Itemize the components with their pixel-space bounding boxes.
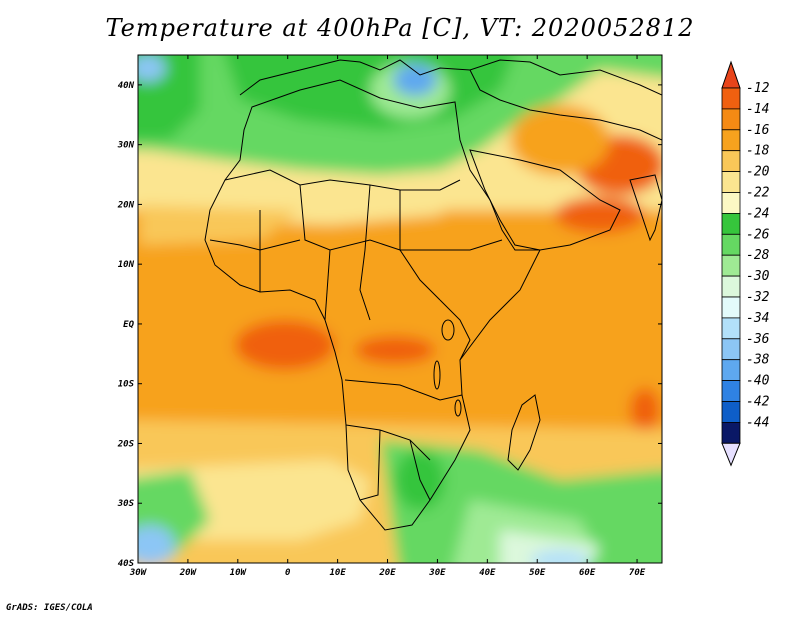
colorbar-cell (721, 254, 741, 277)
colorbar-cell (721, 129, 741, 152)
lon-tick-label: 30E (428, 568, 446, 578)
lon-tick-label: 30W (129, 568, 148, 578)
colorbar-label: -42 (746, 395, 770, 410)
lat-tick-label: EQ (123, 320, 134, 330)
colorbar-label: -20 (746, 165, 770, 180)
lon-tick-label: 0 (285, 568, 291, 578)
lon-tick-label: 20W (179, 568, 198, 578)
colorbar-label: -14 (746, 102, 769, 117)
colorbar-label: -28 (746, 248, 770, 263)
colorbar-label: -34 (746, 311, 769, 326)
colorbar-top-arrow (721, 60, 741, 89)
colorbar: -12 -14 -16 -18 -20 -22 -24 -26 -28 -30 -32 -34 -36 -… (721, 60, 770, 467)
lon-tick-label: 10E (329, 568, 346, 578)
colorbar-label: -24 (746, 206, 769, 221)
lat-tick-label: 20N (117, 200, 135, 210)
lat-tick-label: 40N (118, 81, 135, 91)
lon-tick-label: 70E (629, 568, 646, 578)
lon-tick-label: 60E (579, 568, 596, 578)
credit-text: GrADS: IGES/COLA (6, 603, 93, 613)
colorbar-cell (721, 150, 741, 172)
colorbar-cell (721, 233, 741, 256)
lon-tick-label: 40E (479, 568, 496, 578)
colorbar-cell (721, 338, 741, 361)
colorbar-label: -32 (746, 290, 770, 305)
colorbar-cell (721, 401, 741, 423)
colorbar-label: -16 (746, 123, 770, 138)
colorbar-label: -30 (746, 269, 770, 284)
colorbar-label: -44 (746, 415, 769, 430)
colorbar-label: -22 (746, 186, 770, 201)
colorbar-cell (721, 359, 741, 382)
colorbar-label: -12 (746, 81, 770, 96)
lon-tick-label: 50E (529, 568, 546, 578)
colorbar-label: -36 (746, 332, 770, 347)
colorbar-bottom-arrow (721, 442, 741, 467)
lat-tick-label: 10S (118, 380, 135, 390)
colorbar-label: -40 (746, 374, 770, 389)
colorbar-cell (721, 421, 741, 444)
colorbar-cell (721, 296, 741, 319)
colorbar-cell (721, 380, 741, 402)
colorbar-cell (721, 87, 741, 110)
colorbar-label: -18 (746, 144, 770, 159)
lat-tick-label: 30S (117, 499, 135, 509)
colorbar-cell (721, 108, 741, 131)
longitude-ticks: 30W 20W 10W 0 10E 20E 30E 40E 50E 60E 70E (129, 55, 646, 578)
colorbar-cell (721, 171, 741, 193)
colorbar-cell (721, 317, 741, 340)
lat-tick-label: 10N (118, 260, 135, 270)
colorbar-label: -38 (746, 353, 770, 368)
lon-tick-label: 20E (378, 568, 396, 578)
latitude-ticks: 40N 30N 20N 10N EQ 10S 20S 30S 40S (117, 81, 662, 569)
colorbar-label: -26 (746, 227, 770, 242)
map-title: Temperature at 400hPa [C], VT: 202005281… (105, 14, 695, 42)
coastlines-and-borders (204, 59, 662, 531)
lat-tick-label: 40S (118, 559, 135, 569)
map-frame (137, 54, 663, 564)
lat-tick-label: 20S (117, 439, 135, 449)
colorbar-cell (721, 192, 741, 214)
temperature-field (138, 55, 662, 563)
colorbar-cell (721, 212, 741, 235)
colorbar-cell (721, 275, 741, 298)
lon-tick-label: 10W (230, 568, 248, 578)
lat-tick-label: 30N (117, 141, 135, 151)
